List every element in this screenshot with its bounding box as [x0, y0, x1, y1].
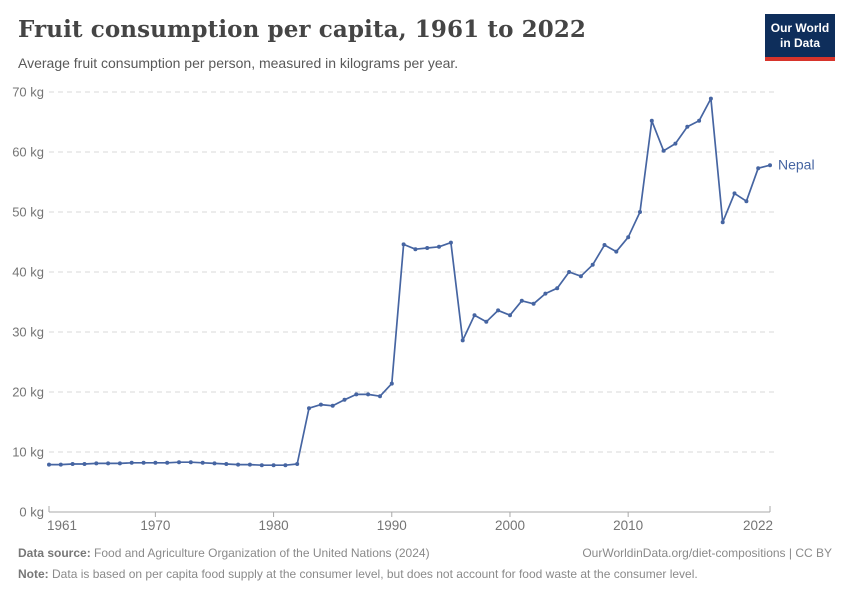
data-point — [496, 308, 501, 313]
data-source-label: Data source: — [18, 546, 91, 560]
data-point — [47, 462, 51, 467]
owid-logo-line2: in Data — [779, 36, 820, 50]
data-point — [153, 460, 158, 465]
data-point — [212, 461, 217, 466]
data-point — [543, 291, 548, 296]
owid-logo-line1: Our World — [770, 21, 830, 35]
y-tick-label: 20 kg — [12, 385, 44, 400]
data-point — [165, 460, 170, 465]
data-point — [448, 240, 453, 245]
data-point — [401, 242, 406, 247]
y-tick-label: 60 kg — [12, 145, 44, 160]
data-point — [224, 462, 229, 466]
data-point — [437, 244, 441, 249]
x-tick-label: 1990 — [377, 518, 407, 533]
data-point — [720, 220, 725, 225]
data-point — [366, 392, 371, 397]
data-point — [389, 381, 394, 386]
chart-footer: Data source: Food and Agriculture Organi… — [18, 543, 832, 585]
data-point — [58, 462, 63, 467]
data-point — [744, 199, 749, 204]
data-point — [425, 246, 430, 250]
data-point — [117, 461, 122, 466]
data-point — [295, 462, 300, 466]
data-point — [378, 394, 382, 399]
data-point — [330, 403, 335, 408]
data-point — [141, 460, 146, 465]
data-point — [626, 235, 631, 240]
y-tick-label: 70 kg — [12, 85, 44, 100]
data-point — [259, 463, 264, 468]
data-point — [484, 319, 489, 324]
data-point — [307, 406, 311, 411]
data-point — [188, 460, 193, 465]
data-point — [318, 402, 323, 407]
x-tick-label: 2022 — [743, 518, 773, 533]
data-point — [685, 124, 690, 129]
note-label: Note: — [18, 567, 49, 581]
data-point — [247, 462, 252, 467]
data-point — [177, 460, 181, 465]
data-point — [531, 301, 536, 306]
data-point — [342, 397, 347, 402]
data-point — [708, 96, 713, 101]
x-tick-label: 1980 — [259, 518, 289, 533]
footer-note: Note: Data is based on per capita food s… — [18, 564, 832, 585]
data-point — [236, 462, 241, 467]
data-point — [106, 461, 111, 466]
chart-area: 0 kg 10 kg 20 kg 30 kg 40 kg 50 kg 60 kg 70 kg 1… — [0, 80, 850, 545]
data-source: Data source: Food and Agriculture Organi… — [18, 543, 430, 564]
data-point — [94, 461, 99, 466]
x-tick-label: 2000 — [495, 518, 525, 533]
data-point — [413, 247, 418, 252]
data-point — [649, 118, 654, 123]
data-point — [129, 460, 134, 465]
data-point — [460, 338, 465, 343]
data-point — [283, 463, 288, 468]
data-point — [567, 270, 572, 274]
data-point — [271, 463, 276, 468]
x-tick-label: 1970 — [140, 518, 170, 533]
data-point — [200, 460, 205, 465]
data-point — [70, 462, 75, 466]
data-point — [354, 392, 359, 397]
data-point — [555, 286, 560, 291]
data-point — [768, 163, 772, 168]
data-point — [472, 313, 477, 318]
data-point — [519, 298, 524, 303]
data-point — [602, 243, 607, 247]
note-text: Data is based on per capita food supply … — [52, 567, 698, 581]
data-point — [590, 262, 595, 267]
data-point — [661, 148, 666, 153]
line-chart: 0 kg 10 kg 20 kg 30 kg 40 kg 50 kg 60 kg 70 kg 1… — [12, 85, 815, 534]
series-label: Nepal — [778, 157, 815, 173]
owid-logo: Our World in Data — [765, 14, 835, 61]
y-tick-label: 50 kg — [12, 205, 44, 220]
y-tick-label: 40 kg — [12, 265, 44, 280]
data-point — [673, 141, 678, 146]
y-tick-label: 0 kg — [19, 505, 44, 520]
series-line-nepal — [48, 97, 771, 467]
data-point — [732, 191, 737, 196]
data-point — [638, 210, 642, 214]
data-point — [82, 462, 87, 466]
x-tick-label: 2010 — [613, 518, 643, 533]
y-tick-label: 30 kg — [12, 325, 44, 340]
license-text: OurWorldinData.org/diet-compositions | C… — [582, 546, 832, 560]
data-point — [756, 166, 761, 171]
page-subtitle: Average fruit consumption per person, me… — [18, 55, 459, 71]
data-point — [578, 274, 583, 279]
data-source-text: Food and Agriculture Organization of the… — [94, 546, 430, 560]
data-point — [508, 313, 512, 318]
y-tick-label: 10 kg — [12, 445, 44, 460]
data-point — [614, 249, 619, 254]
page-title: Fruit consumption per capita, 1961 to 20… — [18, 16, 587, 43]
x-tick-label: 1961 — [47, 518, 77, 533]
data-point — [697, 118, 702, 123]
